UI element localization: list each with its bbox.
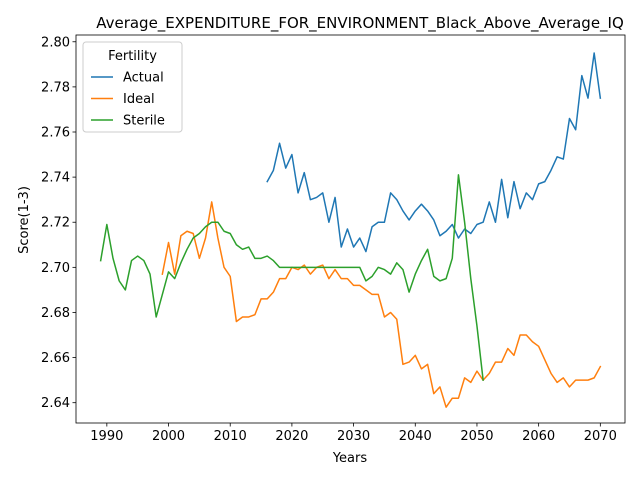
x-tick-label: 2040 bbox=[399, 429, 432, 444]
plot-area bbox=[99, 52, 602, 408]
legend: Fertility Actual Ideal Sterile bbox=[82, 41, 183, 133]
y-tick-label: 2.64 bbox=[41, 396, 70, 411]
x-tick-label: 1990 bbox=[90, 429, 123, 444]
x-tick-label: 2030 bbox=[337, 429, 370, 444]
chart-title: Average_EXPENDITURE_FOR_ENVIRONMENT_Blac… bbox=[96, 14, 624, 33]
x-tick-label: 2050 bbox=[460, 429, 493, 444]
x-tick-label: 2010 bbox=[214, 429, 247, 444]
y-axis-label: Score(1-3) bbox=[17, 186, 32, 254]
legend-title: Fertility bbox=[108, 49, 157, 64]
legend-entry-actual: Actual bbox=[123, 71, 164, 86]
y-tick-label: 2.68 bbox=[41, 306, 70, 321]
y-tick-label: 2.80 bbox=[41, 35, 70, 50]
legend-entry-sterile: Sterile bbox=[123, 114, 165, 129]
y-tick-label: 2.72 bbox=[41, 216, 70, 231]
y-tick-label: 2.66 bbox=[41, 351, 70, 366]
x-axis-label: Years bbox=[332, 451, 368, 466]
axes-frame bbox=[75, 34, 626, 424]
x-tick-label: 2020 bbox=[275, 429, 308, 444]
series-line-actual bbox=[266, 52, 602, 253]
x-tick-label: 2000 bbox=[152, 429, 185, 444]
y-tick-label: 2.76 bbox=[41, 126, 70, 141]
legend-box bbox=[82, 41, 183, 133]
y-tick-label: 2.78 bbox=[41, 80, 70, 95]
y-tick-label: 2.74 bbox=[41, 171, 70, 186]
y-tick-label: 2.70 bbox=[41, 261, 70, 276]
x-tick-label: 2060 bbox=[522, 429, 555, 444]
legend-entry-ideal: Ideal bbox=[123, 92, 155, 107]
series-line-sterile bbox=[99, 174, 484, 381]
series-line-ideal bbox=[161, 201, 602, 408]
axes: 1990 2000 2010 2020 2030 2040 2050 2060 2070 2.64… bbox=[41, 34, 626, 444]
x-tick-label: 2070 bbox=[584, 429, 617, 444]
